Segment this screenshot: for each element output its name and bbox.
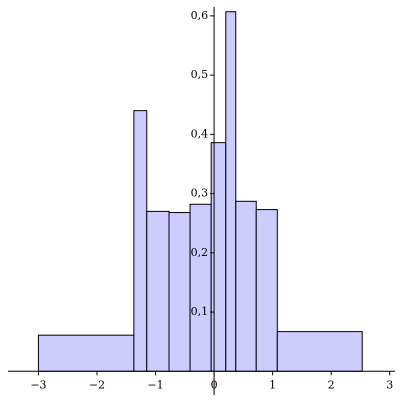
bar: [276, 331, 363, 372]
bar: [146, 210, 170, 372]
bar: [235, 200, 257, 372]
x-tick-label: 1: [269, 378, 276, 391]
y-tick-label: 0,6: [191, 9, 209, 22]
bar: [133, 110, 148, 372]
bar: [189, 203, 212, 372]
x-tick-label: 3: [386, 378, 393, 391]
y-tick-label: 0,5: [191, 68, 209, 81]
x-tick-label: −1: [147, 378, 163, 391]
x-tick-label: −3: [30, 378, 46, 391]
x-tick-label: 2: [328, 378, 335, 391]
bar: [37, 334, 135, 372]
x-tick-label: 0: [211, 378, 218, 391]
x-tick-label: −2: [89, 378, 105, 391]
y-tick-label: 0,2: [191, 246, 209, 259]
y-tick-label: 0,4: [191, 127, 209, 140]
bar: [168, 212, 191, 372]
bar: [255, 209, 278, 372]
y-tick-label: 0,1: [191, 305, 209, 318]
y-tick-label: 0,3: [191, 187, 209, 200]
bar: [225, 11, 237, 372]
bar: [210, 142, 227, 372]
